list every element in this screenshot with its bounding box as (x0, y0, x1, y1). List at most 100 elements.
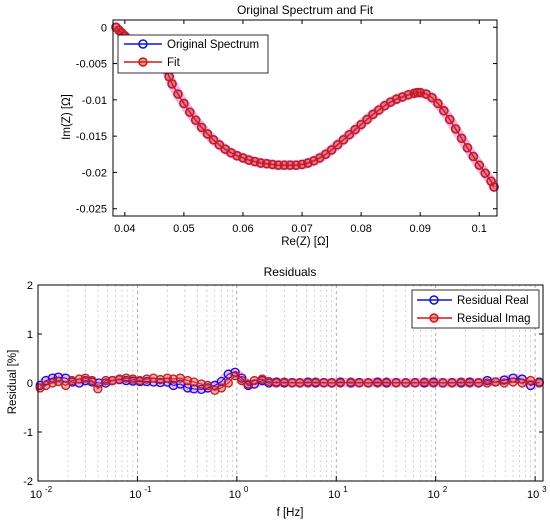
residual-imag-point (249, 375, 260, 386)
x-tick-exponent: 2 (443, 485, 448, 494)
residual-real-point (155, 377, 165, 388)
x-tick-label: 10 (328, 489, 340, 501)
y-tick-label: -1 (23, 427, 33, 439)
spectrum-title: Original Spectrum and Fit (237, 3, 374, 17)
y-tick-label: -0.02 (82, 167, 107, 179)
x-tick-exponent: -1 (144, 485, 152, 494)
residual-imag-point (87, 375, 97, 386)
residual-imag-point (135, 375, 145, 386)
residual-imag-point (428, 378, 439, 388)
residual-imag-point (61, 380, 71, 391)
residual-imag-point (525, 375, 536, 386)
residual-imag-point (410, 378, 420, 388)
residual-imag-point (327, 377, 337, 388)
x-tick-label: 10 (428, 489, 440, 501)
residual-imag-point (223, 378, 233, 388)
legend-label-original: Original Spectrum (167, 39, 259, 51)
residuals-legend: Residual Real Residual Imag (411, 289, 540, 329)
y-tick-label: -0.015 (76, 131, 107, 143)
residual-imag-point (303, 378, 313, 388)
residual-imag-point (295, 377, 305, 388)
x-tick-label: 10 (527, 489, 539, 501)
residual-imag-point (114, 374, 125, 384)
residual-imag-point (216, 383, 227, 393)
residual-imag-point (419, 377, 430, 387)
residual-imag-point (101, 375, 111, 386)
residual-imag-point (438, 377, 448, 388)
x-tick-label: 0.06 (232, 223, 253, 235)
x-tick-label: 0.05 (173, 223, 194, 235)
residual-imag-point (148, 373, 159, 383)
residual-imag-point (490, 377, 501, 387)
residual-imag-point (189, 377, 199, 387)
spectrum-ticks: 0.04 0.05 0.06 0.07 0.08 0.09 0.1 0 -0.005 -0.01 -… (76, 20, 497, 235)
residual-imag-point (121, 373, 131, 383)
residual-imag-point (517, 378, 527, 388)
x-tick-label: 10 (30, 489, 42, 501)
residual-imag-point (230, 370, 240, 381)
y-tick-label: 0 (27, 378, 33, 390)
residual-imag-point (107, 375, 118, 386)
residuals-plot: Residuals f [Hz] Residual [%] 10 -2 10 -1 10… (7, 265, 547, 519)
legend-label-imag: Residual Imag (457, 313, 531, 325)
residual-imag-point (335, 378, 346, 388)
residual-imag-point (319, 378, 329, 388)
residuals-xlabel: f [Hz] (277, 507, 304, 519)
residuals-title: Residuals (264, 265, 317, 279)
x-tick-label: 0.1 (472, 223, 487, 235)
spectrum-ylabel: Im(Z) [Ω] (61, 94, 73, 140)
residual-imag-point (447, 378, 457, 388)
y-tick-label: 2 (27, 280, 33, 292)
residual-imag-point (391, 378, 401, 388)
residual-imag-point (142, 374, 152, 384)
y-tick-label: 1 (27, 329, 33, 341)
residual-imag-point (381, 377, 392, 387)
x-tick-exponent: 0 (244, 485, 249, 494)
residuals-ylabel: Residual [%] (7, 350, 19, 415)
y-tick-label: -0.01 (82, 95, 107, 107)
residual-imag-point (287, 378, 297, 388)
residual-imag-point (465, 378, 475, 388)
residual-real-point (175, 379, 185, 389)
x-tick-label: 0.07 (291, 223, 312, 235)
residual-real-point (121, 375, 131, 386)
residual-imag-point (354, 378, 364, 388)
legend-label-fit: Fit (167, 57, 181, 69)
residual-imag-point (401, 377, 411, 388)
x-tick-exponent: 1 (343, 485, 348, 494)
x-tick-label: 0.09 (409, 223, 430, 235)
legend-label-real: Residual Real (457, 295, 529, 307)
y-tick-label: -2 (23, 476, 33, 488)
residual-real-point (525, 380, 536, 391)
y-tick-label: -0.005 (76, 59, 107, 71)
spectrum-xlabel: Re(Z) [Ω] (281, 236, 329, 248)
x-tick-label: 0.08 (350, 223, 371, 235)
residual-imag-point (168, 374, 179, 384)
residual-real-point (223, 369, 233, 379)
spectrum-plot: Original Spectrum and Fit Re(Z) [Ω] Im(Z… (61, 3, 500, 248)
residual-imag-point (482, 378, 492, 388)
residual-imag-point (508, 377, 518, 387)
residual-imag-point (93, 384, 103, 394)
residual-imag-point (203, 380, 213, 391)
residual-real-point (168, 380, 179, 391)
residual-imag-point (363, 377, 373, 388)
spectrum-axes-box (112, 19, 498, 217)
residuals-axes-box (37, 284, 544, 482)
residual-imag-point (372, 378, 383, 388)
x-tick-label: 10 (129, 489, 141, 501)
residual-real-point (249, 379, 260, 389)
residual-real-point (216, 376, 227, 387)
residual-imag-point (346, 377, 356, 387)
residual-imag-point (53, 376, 63, 387)
residual-real-point (80, 375, 91, 386)
legend-marker-imag (429, 313, 439, 323)
residual-imag-point (128, 374, 138, 384)
legend-marker-original (138, 39, 148, 49)
residual-imag-point (155, 374, 165, 385)
residual-imag-point (264, 376, 274, 387)
legend-marker-real (429, 295, 439, 305)
residual-real-point (35, 380, 45, 391)
x-tick-label: 10 (229, 489, 241, 501)
